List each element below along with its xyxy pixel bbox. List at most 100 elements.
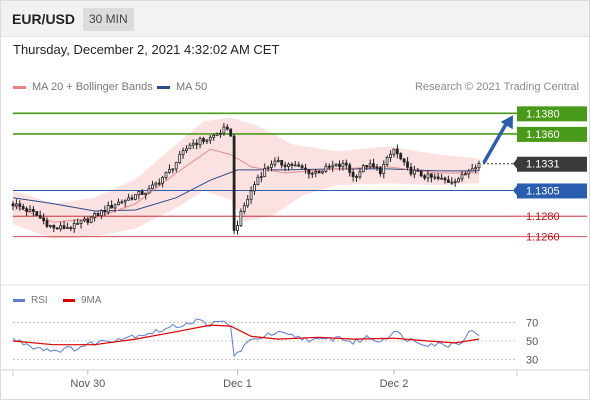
candle-body — [18, 203, 22, 207]
candle-body — [174, 161, 178, 170]
candle-body — [372, 163, 375, 168]
candle-body — [429, 173, 433, 178]
rsi-9ma-line — [12, 324, 480, 346]
candle-body — [117, 201, 120, 206]
candle-body — [395, 148, 399, 155]
candle-body — [215, 133, 219, 136]
legend-rsi: RSI — [13, 295, 48, 306]
header-bar: EUR/USD 30 MIN — [1, 1, 589, 37]
candle-body — [389, 153, 392, 158]
candle-body — [154, 182, 158, 186]
time-tick-nov-30: Nov 30 — [70, 378, 105, 390]
candle-body — [378, 167, 382, 175]
candle-body — [338, 163, 341, 168]
candle-body — [133, 194, 137, 200]
candle-body — [463, 173, 467, 176]
ma50-label: MA 50 — [176, 81, 208, 93]
candle-body — [270, 163, 273, 168]
candle-body — [144, 192, 148, 195]
candle-body — [83, 218, 86, 222]
candle-body — [202, 138, 205, 142]
support-label-1-1260: 1.1260 — [526, 232, 560, 244]
candle-body — [11, 203, 15, 207]
candle-body — [79, 220, 83, 224]
candle-body — [219, 132, 222, 135]
candle-body — [150, 184, 154, 190]
ma20-swatch — [13, 85, 26, 89]
candle-body — [402, 158, 406, 163]
candle-body — [249, 190, 253, 200]
candle-body — [38, 215, 42, 219]
candle-body — [355, 176, 358, 178]
projection-arrow-line — [482, 120, 509, 164]
candle-body — [307, 169, 311, 175]
time-tick-dec-1: Dec 1 — [223, 378, 252, 390]
candle-body — [256, 176, 260, 186]
candle-body — [280, 159, 284, 166]
candle-body — [321, 170, 324, 174]
bollinger-band-area — [13, 117, 479, 239]
candle-body — [28, 209, 32, 212]
candle-body — [358, 171, 362, 178]
candle-body — [283, 164, 287, 168]
candle-body — [76, 222, 79, 225]
candle-body — [470, 168, 474, 172]
candle-body — [344, 162, 348, 166]
legend-ma50: MA 50 — [157, 81, 207, 93]
timeframe-badge[interactable]: 30 MIN — [83, 8, 134, 31]
rsi-tick-50: 50 — [526, 336, 538, 348]
rsi-label: RSI — [31, 295, 48, 306]
current-label-1-1331: 1.1331 — [526, 159, 560, 171]
candle-body — [273, 160, 277, 165]
candle-body — [406, 161, 409, 168]
candle-body — [385, 156, 389, 165]
candle-body — [440, 177, 444, 180]
candle-body — [450, 181, 454, 184]
candle-body — [334, 163, 338, 167]
candle-body — [113, 204, 117, 209]
candle-body — [212, 134, 216, 138]
candle-body — [259, 176, 263, 178]
candle-body — [89, 216, 93, 223]
candle-body — [191, 142, 195, 146]
candle-body — [45, 220, 49, 227]
candle-body — [236, 225, 239, 231]
candle-body — [222, 126, 226, 134]
candle-body — [93, 213, 96, 218]
candle-body — [317, 170, 321, 174]
candle-body — [348, 164, 352, 173]
candle-body — [229, 128, 233, 137]
candle-body — [106, 204, 110, 213]
candle-body — [416, 169, 420, 172]
candle-body — [123, 199, 127, 203]
candle-body — [324, 165, 328, 172]
candle-body — [314, 170, 318, 174]
candle-body — [42, 217, 45, 222]
candle-body — [246, 198, 250, 207]
candle-body — [130, 197, 134, 200]
ma20-label: MA 20 + Bollinger Bands — [32, 81, 153, 93]
candle-body — [181, 150, 185, 156]
candle-body — [266, 166, 270, 169]
candle-body — [239, 210, 243, 226]
candle-body — [21, 206, 25, 210]
candle-body — [419, 170, 423, 177]
candle-body — [446, 179, 450, 183]
candle-body — [443, 177, 447, 181]
candle-body — [100, 209, 103, 217]
ma9-label: 9MA — [81, 295, 102, 306]
candle-body — [137, 191, 141, 196]
current-label-box-1-1331 — [517, 156, 587, 172]
candle-body — [86, 218, 90, 223]
candle-body — [392, 148, 396, 155]
rsi-tick-30: 30 — [526, 355, 538, 367]
candle-body — [297, 164, 301, 167]
timestamp: Thursday, December 2, 2021 4:32:02 AM CE… — [13, 42, 280, 57]
candle-body — [361, 165, 365, 173]
candle-body — [167, 169, 171, 173]
candle-body — [164, 171, 168, 178]
candle-body — [232, 135, 236, 231]
candle-body — [304, 167, 307, 170]
symbol-title[interactable]: EUR/USD — [12, 11, 76, 27]
